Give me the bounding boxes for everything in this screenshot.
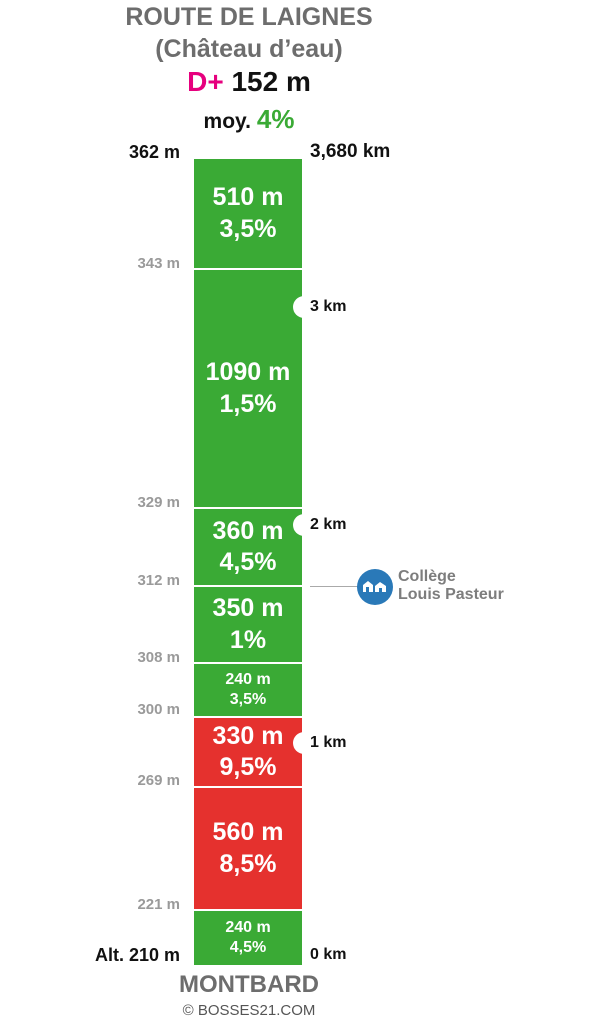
segment-grade: 4,5% [219, 548, 277, 576]
km-notch [293, 296, 311, 318]
segment-grade: 3,5% [219, 214, 277, 243]
dplus-label: D+ [187, 66, 224, 97]
altitude-label: 308 m [137, 649, 180, 666]
segment-length: 240 m [225, 919, 271, 936]
km-label: 2 km [310, 516, 347, 533]
altitude-label: 269 m [137, 772, 180, 789]
segment-grade: 1,5% [219, 389, 277, 418]
avg-value: 4% [256, 104, 295, 134]
segment-8: 240 m 4,5% [194, 911, 302, 965]
segment-1: 510 m 3,5% [194, 159, 302, 270]
altitude-label: 221 m [137, 896, 180, 913]
poi-line-1: Collège [398, 568, 456, 585]
segment-6: 330 m 9,5% [194, 718, 302, 788]
route-subtitle: (Château d’eau) [155, 35, 343, 63]
segment-7: 560 m 8,5% [194, 788, 302, 911]
segment-length: 350 m [212, 594, 284, 623]
segment-length: 330 m [212, 721, 284, 750]
segment-length: 560 m [212, 818, 284, 847]
segment-grade: 4,5% [229, 939, 267, 956]
segment-grade: 8,5% [219, 849, 277, 878]
segment-length: 360 m [212, 516, 284, 545]
altitude-label: 300 m [137, 701, 180, 718]
altitude-label: 312 m [137, 572, 180, 589]
km-label: 3 km [310, 298, 347, 315]
segment-length: 1090 m [205, 358, 291, 387]
altitude-label: 362 m [128, 142, 180, 162]
elevation-gain: D+ 152 m [0, 66, 498, 98]
route-title: ROUTE DE LAIGNES [125, 3, 373, 31]
segment-length: 510 m [212, 183, 284, 212]
segment-grade: 1% [229, 625, 267, 654]
km-label: 3,680 km [310, 141, 391, 162]
poi-connector [310, 586, 358, 587]
segment-grade: 3,5% [229, 691, 267, 708]
altitude-label: 343 m [137, 255, 180, 272]
school-icon [357, 569, 393, 605]
segment-5: 240 m 3,5% [194, 664, 302, 718]
km-label: 1 km [310, 734, 347, 751]
km-label: 0 km [310, 946, 347, 963]
poi-label: Collège Louis Pasteur [398, 568, 504, 603]
segment-length: 240 m [225, 671, 271, 688]
avg-label: moy. [203, 110, 252, 133]
altitude-label: Alt. 210 m [94, 945, 180, 965]
segment-3: 360 m 4,5% [194, 509, 302, 587]
segment-2: 1090 m 1,5% [194, 270, 302, 509]
poi-line-2: Louis Pasteur [398, 585, 504, 603]
segment-grade: 9,5% [219, 753, 277, 781]
start-town: MONTBARD [179, 971, 319, 998]
average-grade: moy. 4% [0, 104, 498, 135]
dplus-value: 152 m [231, 66, 311, 97]
altitude-label: 329 m [137, 494, 180, 511]
credit: © BOSSES21.COM [182, 1002, 316, 1019]
segment-4: 350 m 1% [194, 587, 302, 664]
km-notch [293, 732, 311, 754]
km-notch [293, 514, 311, 536]
